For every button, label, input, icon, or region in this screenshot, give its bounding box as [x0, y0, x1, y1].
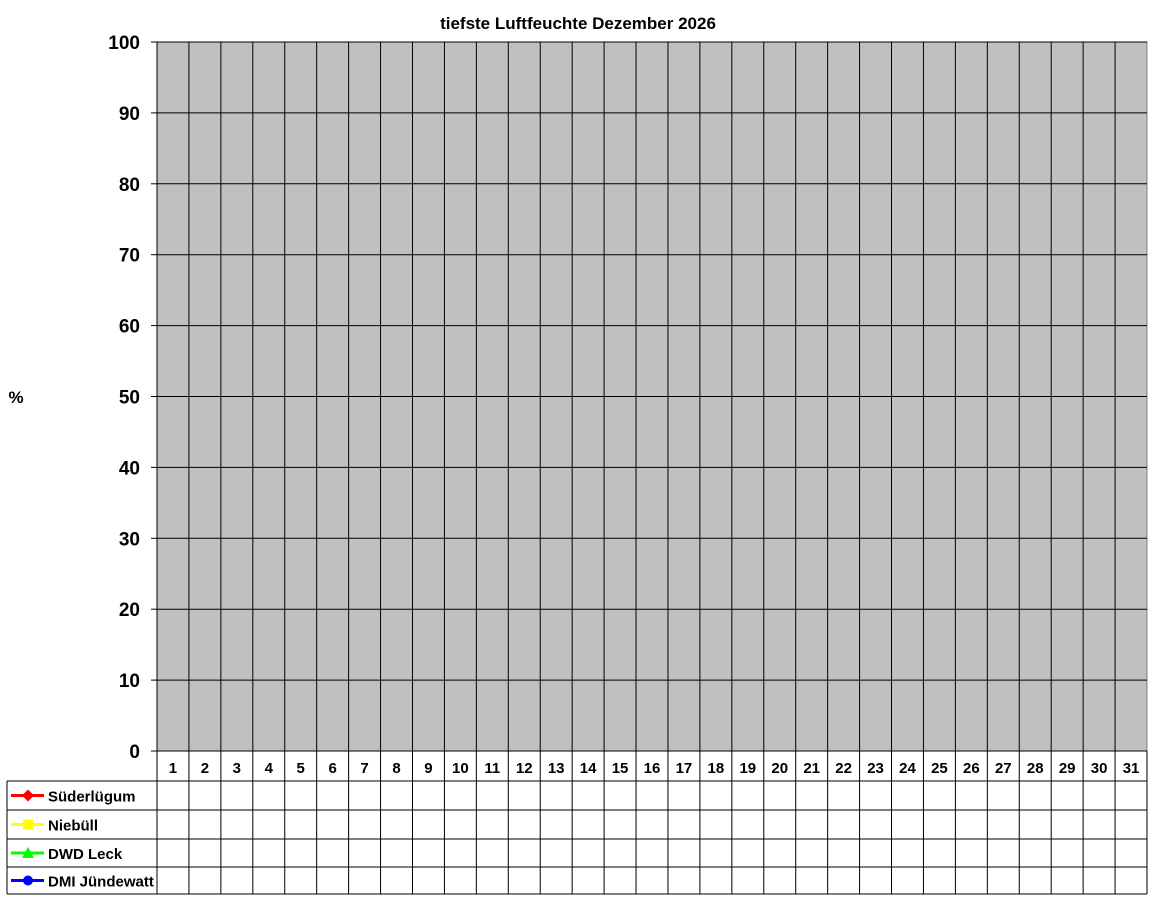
x-tick-label: 23: [867, 760, 884, 777]
x-tick-label: 27: [995, 760, 1012, 777]
x-tick-label: 30: [1091, 760, 1108, 777]
x-tick-label: 7: [360, 760, 368, 777]
plot-area: 0 10 20 30 40 50 60 70 80 90 100: [108, 33, 1148, 763]
legend-label: DWD Leck: [48, 846, 123, 863]
y-tick-label: 10: [119, 671, 140, 692]
y-axis-label: %: [8, 388, 23, 407]
y-tick-label: 30: [119, 529, 140, 550]
x-tick-label: 3: [233, 760, 241, 777]
y-tick-label: 100: [108, 33, 140, 54]
y-tick-label: 50: [119, 388, 140, 409]
x-tick-label: 16: [644, 760, 661, 777]
x-tick-label: 9: [424, 760, 432, 777]
x-tick-label: 19: [739, 760, 756, 777]
y-tick-label: 70: [119, 246, 140, 267]
x-tick-label: 31: [1123, 760, 1140, 777]
x-tick-label: 22: [835, 760, 852, 777]
y-tick-label: 0: [129, 742, 140, 763]
x-tick-label: 5: [297, 760, 305, 777]
legend-label: Süderlügum: [48, 789, 136, 806]
y-tick-label: 20: [119, 600, 140, 621]
x-tick-label: 8: [392, 760, 400, 777]
y-tick-label: 60: [119, 317, 140, 338]
x-tick-label: 1: [169, 760, 177, 777]
x-tick-label: 28: [1027, 760, 1044, 777]
chart-title: tiefste Luftfeuchte Dezember 2026: [440, 14, 716, 33]
y-tick-label: 40: [119, 458, 140, 479]
x-tick-label: 29: [1059, 760, 1076, 777]
x-tick-label: 26: [963, 760, 980, 777]
diamond-marker-icon: [22, 789, 34, 802]
x-tick-label: 4: [265, 760, 274, 777]
x-tick-label: 11: [484, 760, 500, 777]
x-tick-label: 15: [612, 760, 629, 777]
legend-label: Niebüll: [48, 818, 98, 835]
y-tick-label: 80: [119, 175, 140, 196]
x-tick-label: 12: [516, 760, 533, 777]
x-tick-label: 17: [676, 760, 693, 777]
x-tick-label: 25: [931, 760, 948, 777]
x-tick-label: 20: [771, 760, 788, 777]
circle-marker-icon: [23, 875, 33, 886]
data-table: 1 2 3 4 5 6 7 8 9 10 11 12 13 14 15 16 17 18 19 20 21 22 23 24 2…: [6, 750, 1148, 895]
x-tick-label: 21: [803, 760, 820, 777]
x-tick-label: 13: [548, 760, 565, 777]
x-tick-label: 18: [708, 760, 725, 777]
square-marker-icon: [23, 819, 33, 830]
y-tick-label: 90: [119, 104, 140, 125]
x-tick-label: 24: [899, 760, 916, 777]
legend-label: DMI Jündewatt: [48, 874, 154, 891]
triangle-marker-icon: [22, 847, 34, 858]
x-tick-label: 14: [580, 760, 597, 777]
x-tick-label: 10: [452, 760, 469, 777]
x-tick-label: 6: [328, 760, 336, 777]
x-tick-label: 2: [201, 760, 209, 777]
